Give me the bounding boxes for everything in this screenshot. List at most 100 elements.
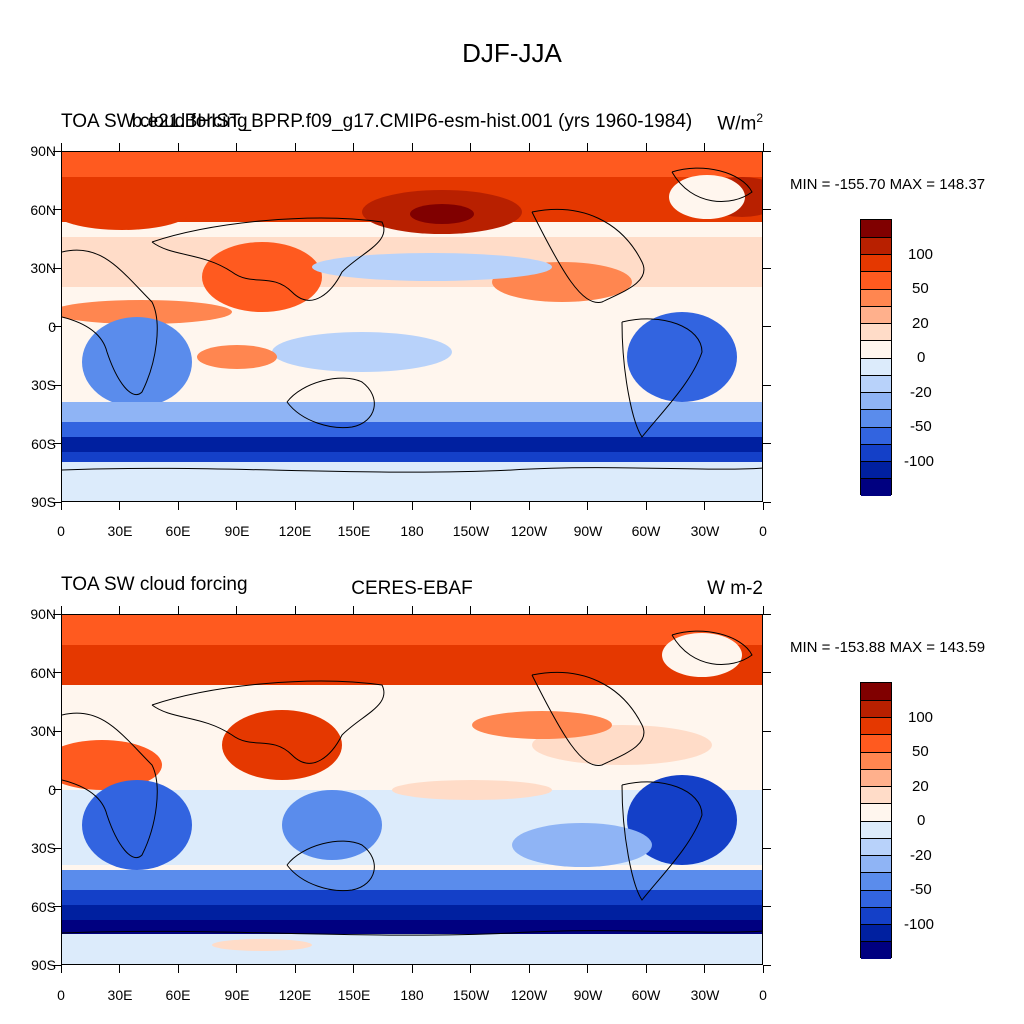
lon-tick [60, 606, 62, 614]
field-southern-africa [82, 317, 192, 407]
colorbar-divider [861, 786, 891, 787]
lon-tick [470, 502, 471, 510]
colorbar-divider [861, 374, 891, 376]
colorbar-divider [861, 236, 891, 238]
lon-tick [528, 502, 530, 510]
colorbar-divider [861, 443, 891, 445]
map-svg [62, 615, 762, 964]
coast-south-america [621, 781, 703, 901]
lon-tick [762, 606, 764, 614]
field-antarctic-patch [212, 939, 312, 951]
lat-label: 30S [31, 377, 56, 393]
lon-tick [177, 606, 179, 614]
lat-tick [53, 150, 61, 152]
lon-tick [294, 606, 296, 614]
lon-label: 60E [165, 987, 191, 1003]
colorbar-label: -100 [904, 916, 935, 933]
map-plot [61, 151, 763, 502]
colorbar-cell [861, 323, 891, 341]
coast-greenland [671, 167, 753, 202]
lat-label: 30N [30, 723, 56, 739]
lat-tick [53, 209, 61, 210]
lat-tick [53, 613, 61, 615]
lon-tick [236, 965, 237, 973]
field-south-asia [222, 710, 342, 780]
colorbar-cell [861, 890, 891, 908]
lat-label: 60S [31, 899, 56, 915]
field-greenland [669, 175, 745, 219]
map-plot [61, 614, 763, 965]
lon-label: 150E [337, 987, 371, 1003]
lat-label: 60S [31, 436, 56, 452]
colorbar-divider [861, 717, 891, 718]
lon-label: 120W [510, 987, 548, 1003]
lon-tick [294, 502, 296, 510]
lat-tick [763, 443, 771, 444]
lon-tick [704, 143, 705, 151]
lon-tick [236, 606, 237, 614]
lat-label: 90N [30, 143, 56, 159]
lon-label: 90W [573, 987, 603, 1003]
lat-tick [53, 789, 61, 790]
colorbar-cell [861, 855, 891, 873]
coast-antarctica [62, 930, 762, 936]
field-south-america [627, 312, 737, 402]
colorbar-cell [861, 941, 891, 959]
lat-tick [763, 847, 771, 849]
field-equatorial-pacific [392, 780, 552, 800]
colorbar-divider [861, 889, 891, 891]
field-greenland [662, 633, 742, 677]
lon-tick [177, 502, 179, 510]
lon-label: 60W [631, 523, 661, 539]
field-antarctica [62, 934, 762, 964]
lon-tick [704, 965, 705, 973]
units-text: W m-2 [707, 578, 763, 599]
map-svg [62, 152, 762, 501]
colorbar-cell [861, 392, 891, 410]
lat-tick [763, 672, 771, 673]
field-sahel [62, 740, 162, 790]
colorbar-cell [861, 254, 891, 272]
lat-tick [53, 964, 61, 966]
colorbar-cell [861, 872, 891, 890]
lat-tick [53, 906, 61, 907]
lon-tick [645, 965, 647, 973]
lon-tick [762, 502, 764, 510]
lon-tick [177, 143, 179, 151]
coast-africa [62, 712, 158, 858]
colorbar-cell [861, 271, 891, 289]
coast-australia [286, 377, 375, 429]
field-se-pacific [512, 823, 652, 867]
colorbar-divider [861, 734, 891, 736]
colorbar-label: 20 [912, 778, 929, 795]
lon-tick [762, 965, 764, 973]
colorbar [860, 682, 892, 959]
field-north-pacific-blue [312, 253, 552, 281]
panel-case-label: b.e21.BHIST_BPRP.f09_g17.CMIP6-esm-hist.… [131, 111, 693, 132]
lon-tick [704, 606, 705, 614]
colorbar-cell [861, 409, 891, 427]
field-southern-africa [82, 780, 192, 870]
lon-tick [587, 143, 588, 151]
field-north-pacific [472, 711, 612, 739]
lon-tick [528, 965, 530, 973]
lon-tick [587, 606, 588, 614]
coast-north-america [531, 671, 645, 766]
colorbar-divider [861, 751, 891, 753]
coast-antarctica [62, 467, 762, 473]
colorbar-divider [861, 924, 891, 925]
colorbar-cell [861, 803, 891, 821]
lon-label: 30W [690, 987, 720, 1003]
coast-eurasia [151, 217, 385, 301]
colorbar-cell [861, 752, 891, 770]
lat-tick [763, 730, 771, 732]
colorbar-cell [861, 683, 891, 701]
lat-tick [763, 267, 771, 269]
panel-left-label: TOA SW cloud forcing [61, 111, 248, 132]
lon-tick [236, 502, 237, 510]
lon-tick [470, 143, 471, 151]
colorbar-cell [861, 427, 891, 445]
colorbar-label: -50 [910, 418, 932, 435]
colorbar-divider [861, 426, 891, 428]
colorbar-cell [861, 717, 891, 735]
